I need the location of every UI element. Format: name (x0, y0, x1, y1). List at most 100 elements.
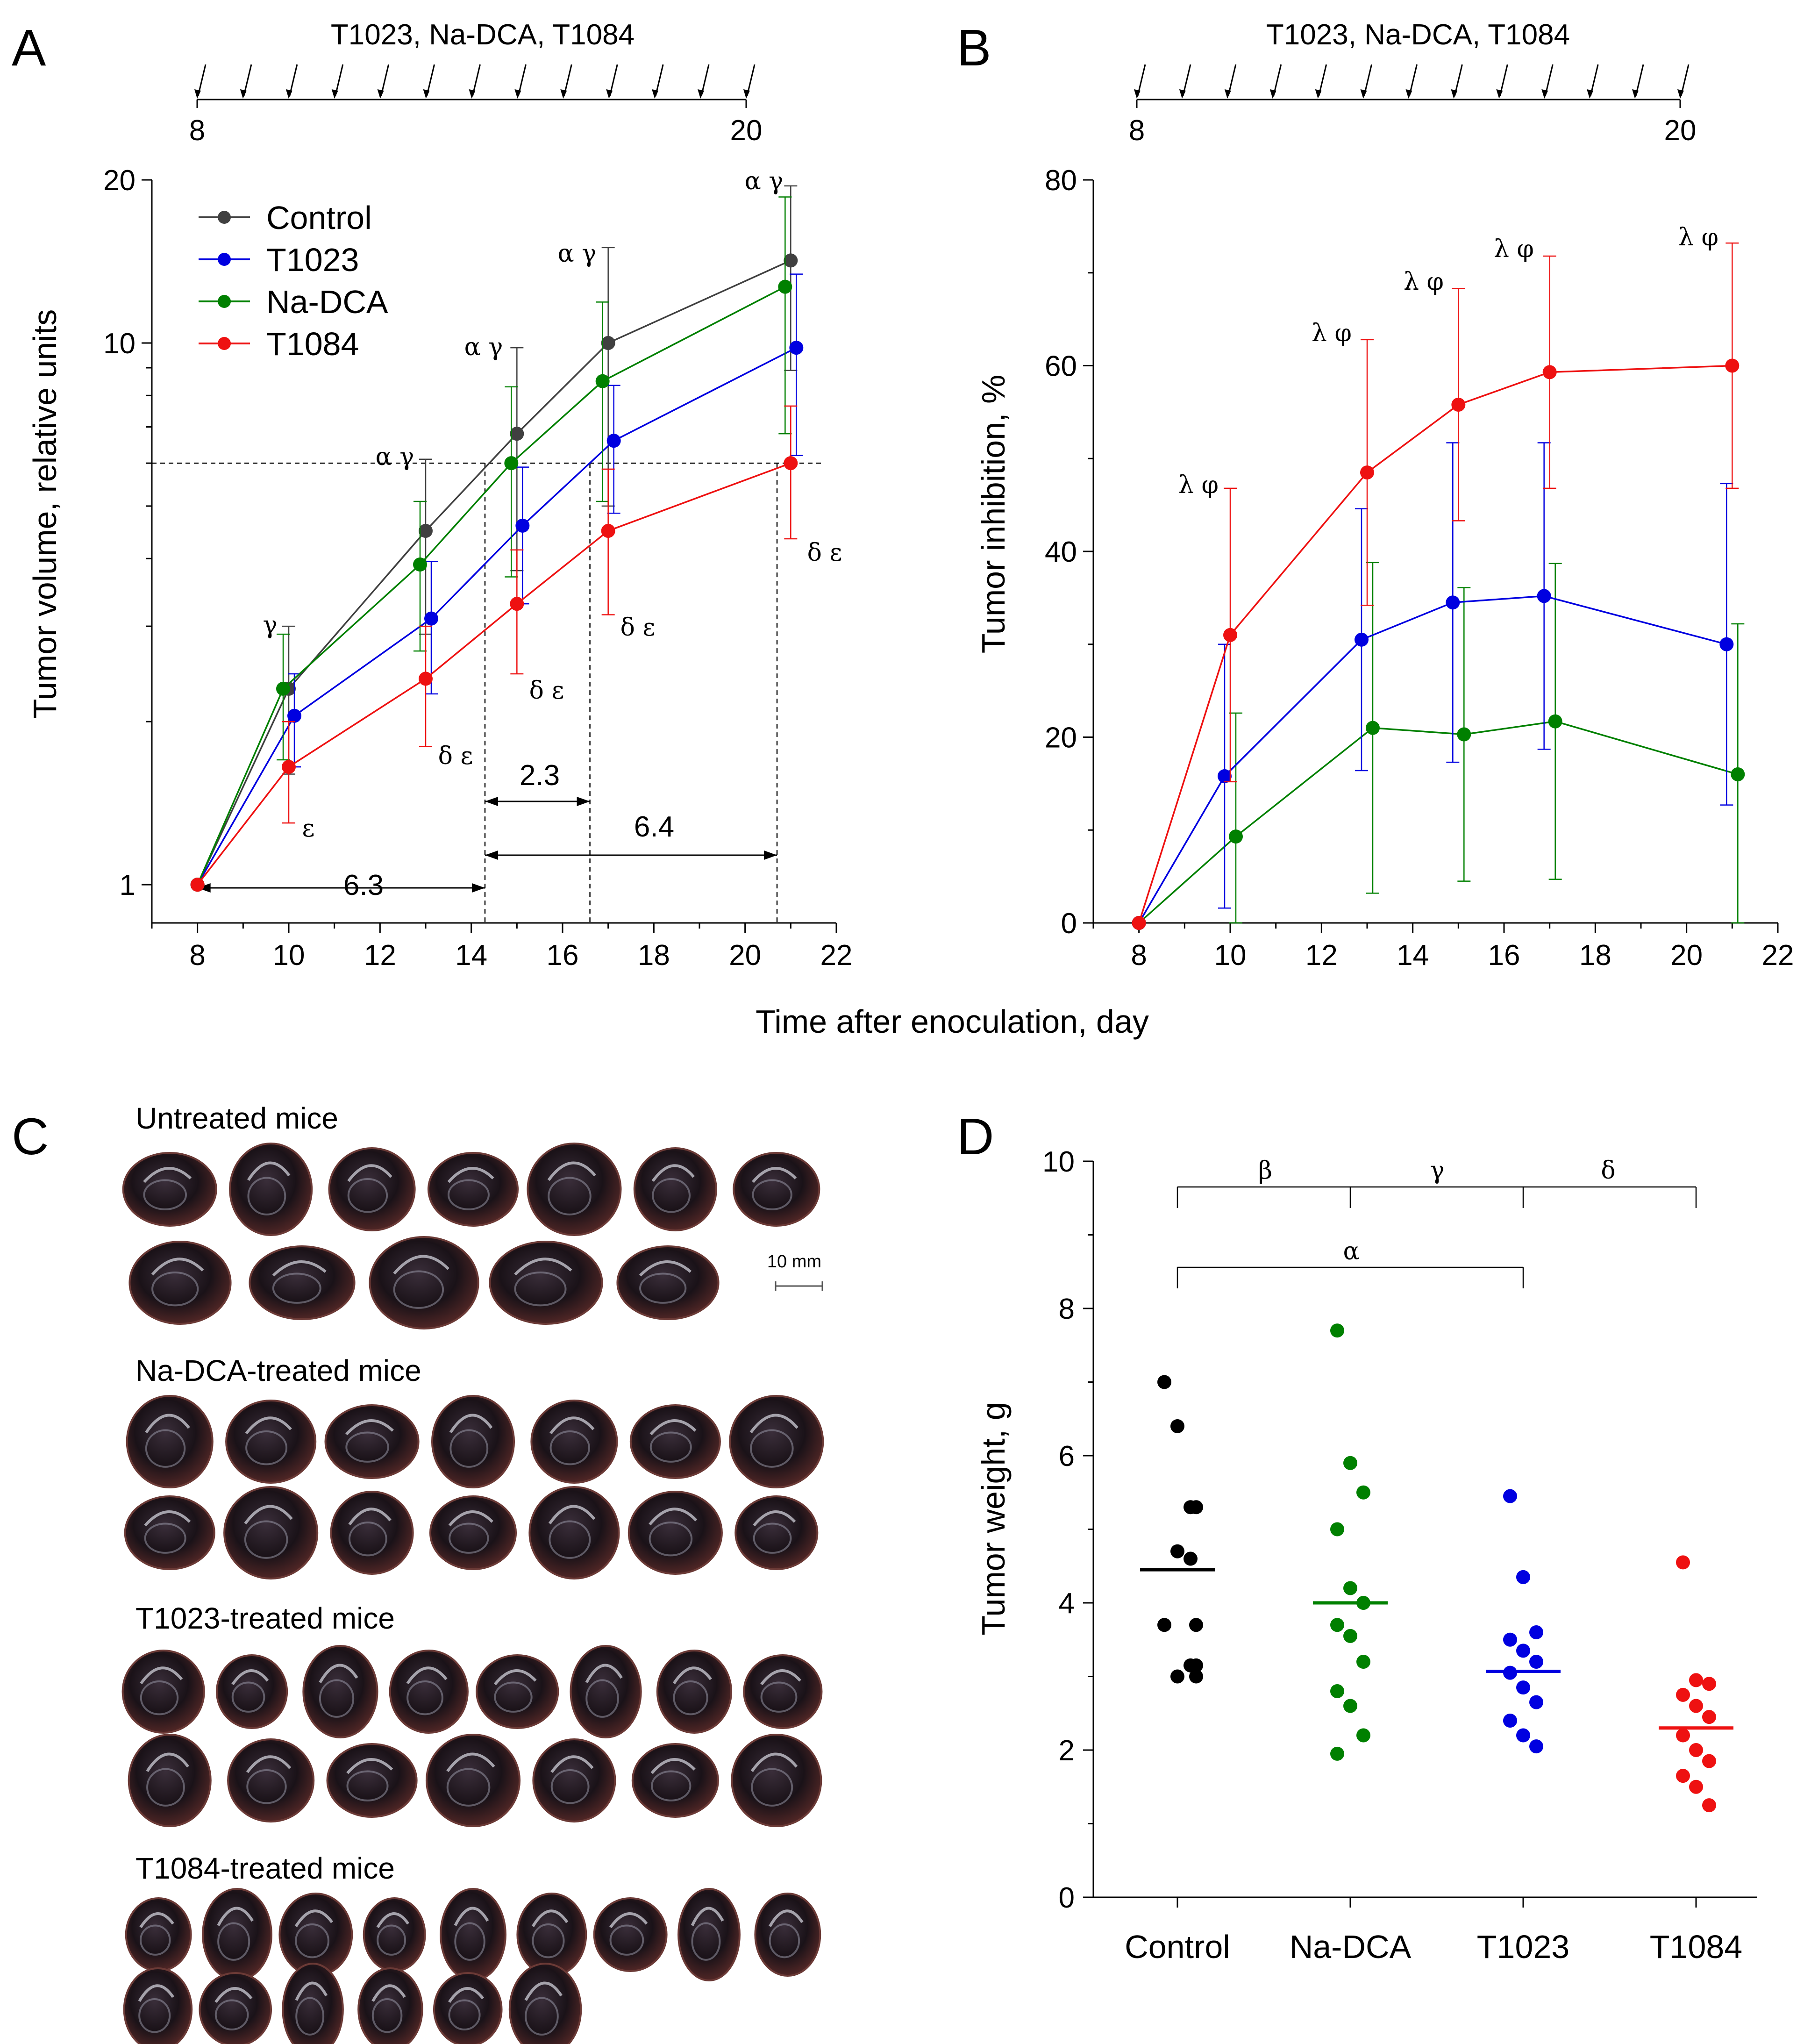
tumor-reflection (750, 1429, 794, 1468)
chart-a-point-na-dca (504, 456, 519, 471)
tumor-body (476, 1654, 559, 1729)
tumor-body (223, 1486, 319, 1579)
chart-b-xtick-label: 14 (1397, 939, 1429, 972)
schedule-dose-arrowhead (285, 89, 292, 99)
chart-d-ytick-label: 4 (1059, 1587, 1075, 1620)
bracket-label-delta: δ (1601, 1157, 1615, 1185)
tumor-highlight (448, 1510, 493, 1527)
chart-a-interval-arrowhead (197, 883, 211, 893)
chart-b-point-t1084 (1360, 465, 1374, 480)
tumor-highlight (549, 1416, 595, 1435)
panel-label-d: D (957, 1108, 994, 1165)
chart-d-point-control (1170, 1544, 1184, 1558)
tumor-body (389, 1650, 469, 1734)
sig-b-x10: λ φ (1178, 471, 1219, 499)
chart-b-point-na-dca (1457, 727, 1471, 742)
chart-d-ytick-label: 10 (1042, 1146, 1075, 1178)
tumor-photos (121, 1143, 824, 2044)
tumor-specimen (369, 1236, 479, 1329)
tumor-specimen (476, 1654, 559, 1729)
tumor-specimen (530, 1400, 618, 1484)
chart-d-ytick-label: 6 (1059, 1440, 1075, 1472)
tumor-body (532, 1738, 616, 1822)
chart-d-point-t1084 (1689, 1780, 1703, 1794)
schedule-a-start: 8 (189, 114, 205, 147)
tumor-specimen (656, 1650, 733, 1734)
interval-label-1: 6.3 (343, 869, 384, 901)
tumor-body (326, 1743, 418, 1818)
tumor-reflection (345, 1431, 389, 1463)
tumor-highlight (524, 1981, 563, 2001)
chart-d-point-control (1189, 1618, 1203, 1632)
chart-b-point-na-dca (1229, 829, 1243, 844)
tumor-highlight (217, 1907, 254, 1926)
tumor-specimen (227, 1738, 315, 1822)
tumor-specimen (633, 1147, 717, 1231)
chart-a-interval-arrowhead (485, 797, 498, 806)
tumor-reflection (272, 1272, 321, 1304)
chart-b-point-na-dca (1366, 721, 1380, 735)
tumor-reflection (549, 1430, 590, 1465)
tumor-specimen (433, 1972, 503, 2044)
tumor-body (126, 1395, 214, 1488)
legend-na-dca: Na-DCA (266, 284, 388, 320)
tumor-specimen (570, 1645, 642, 1738)
tumor-reflection (138, 1998, 171, 2033)
photo-caption-t1084: T1084-treated mice (135, 1851, 395, 1885)
chart-a-point-t1084 (282, 760, 296, 774)
chart-b-ytick-label: 20 (1045, 722, 1077, 754)
tumor-reflection (377, 1924, 406, 1956)
chart-d-point-na-dca (1343, 1456, 1357, 1470)
tumor-highlight (151, 1258, 204, 1276)
schedule-a-end: 20 (730, 114, 763, 147)
chart-d-category-t1084: T1084 (1650, 1929, 1742, 1965)
tumor-highlight (246, 1755, 292, 1773)
tumor-highlight (272, 1260, 327, 1277)
tumor-body (369, 1236, 479, 1329)
tumor-body (128, 1734, 212, 1827)
chart-d-point-t1023 (1503, 1632, 1517, 1647)
tumor-reflection (691, 1922, 721, 1961)
tumor-specimen (128, 1734, 212, 1827)
chart-a-line-control (197, 259, 791, 885)
tumor-body (429, 1495, 517, 1570)
tumor-highlight (649, 1508, 698, 1526)
tumor-reflection (371, 1998, 403, 2033)
tumor-highlight (514, 1258, 572, 1276)
tumor-reflection (651, 1770, 692, 1801)
tumor-body (199, 1972, 272, 2044)
chart-a-ylabel: Tumor volume, relative units (27, 309, 63, 719)
chart-b-point-t1084 (1542, 365, 1557, 379)
chart-d-point-control (1170, 1419, 1184, 1433)
tumor-reflection (448, 1999, 481, 2030)
schedule-dose-arrowhead (1451, 89, 1458, 99)
chart-d-point-control (1189, 1669, 1203, 1684)
chart-a-xtick-label: 8 (189, 939, 205, 972)
tumor-highlight (140, 1666, 183, 1685)
tumor-specimen (440, 1888, 506, 1981)
chart-b-point-t1084 (1132, 916, 1146, 930)
tumor-highlight (531, 1909, 569, 1927)
tumor-body (425, 1734, 521, 1827)
chart-a-point-t1023 (789, 341, 804, 355)
tumor-specimen (729, 1395, 824, 1488)
tumor-body (528, 1486, 620, 1579)
tumor-body (631, 1743, 719, 1818)
chart-d-point-control (1184, 1551, 1198, 1566)
tumor-body (527, 1143, 622, 1236)
tumor-highlight (449, 1414, 493, 1434)
schedule-b: T1023, Na-DCA, T1084 8 20 (1129, 19, 1697, 147)
tumor-specimen (427, 1152, 519, 1227)
chart-b-point-t1023 (1446, 595, 1460, 610)
tumor-body (121, 1650, 205, 1734)
tumor-body (677, 1888, 741, 1981)
chart-b-point-na-dca (1548, 714, 1562, 729)
tumor-highlight (295, 1981, 328, 2001)
chart-d-point-t1084 (1702, 1754, 1716, 1768)
tumor-specimen (225, 1400, 317, 1484)
tumor-specimen (733, 1152, 820, 1227)
tumor-reflection (151, 1272, 199, 1307)
tumor-reflection (140, 1680, 179, 1715)
tumor-reflection (348, 1522, 387, 1557)
chart-b-point-t1084 (1451, 397, 1466, 412)
